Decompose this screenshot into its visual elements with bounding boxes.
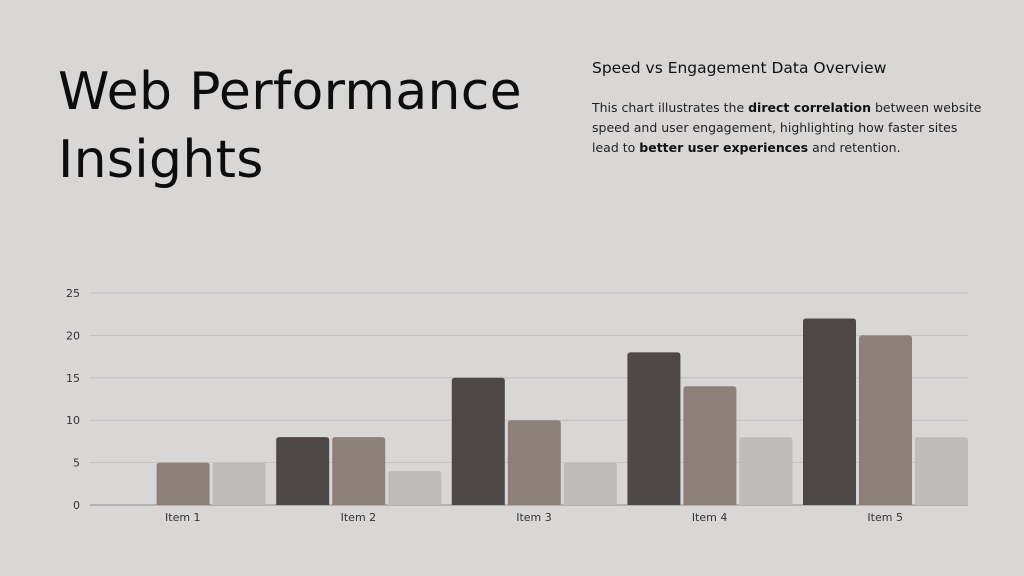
description-bold-1: direct correlation: [748, 100, 871, 115]
x-tick-label: Item 1: [165, 511, 201, 524]
page-title-line-1: Web Performance: [58, 62, 522, 122]
x-tick-label: Item 5: [867, 511, 903, 524]
description-text-3: and retention.: [808, 140, 901, 155]
bar-2-series-2: [332, 437, 386, 505]
y-tick-label: 25: [66, 287, 80, 300]
bar-3-series-2: [507, 420, 561, 505]
bar-3-series-1: [451, 377, 505, 505]
y-tick-label: 15: [66, 372, 80, 385]
bar-4-series-3: [739, 437, 793, 505]
description-text-2: between website speed and user engagemen…: [592, 100, 982, 155]
bar-2-series-1: [276, 437, 330, 505]
bar-5-series-2: [859, 335, 912, 505]
x-axis-ticks: Item 1 Item 2 Item 3 Item 4 Item 5: [165, 511, 903, 524]
y-axis-ticks: 0 5 10 15 20 25: [66, 287, 80, 512]
x-tick-label: Item 3: [516, 511, 552, 524]
x-tick-label: Item 2: [341, 511, 377, 524]
bar-3-series-3: [563, 462, 617, 505]
description-bold-2: better user experiences: [639, 140, 809, 155]
bar-5-series-3: [915, 437, 968, 505]
bar-4-series-2: [683, 386, 737, 505]
bars: [156, 318, 968, 505]
chart-description: This chart illustrates the direct correl…: [592, 98, 982, 158]
page-title: Web Performance Insights: [58, 58, 558, 194]
bar-4-series-1: [627, 352, 681, 505]
bar-5-series-1: [803, 318, 856, 505]
chart-subtitle: Speed vs Engagement Data Overview: [592, 59, 887, 77]
x-tick-label: Item 4: [692, 511, 728, 524]
y-tick-label: 20: [66, 329, 80, 342]
bar-1-series-3: [212, 462, 266, 505]
bar-1-series-2: [156, 462, 210, 505]
description-text-1: This chart illustrates the: [592, 100, 749, 115]
y-tick-label: 0: [73, 499, 80, 512]
y-tick-label: 10: [66, 414, 80, 427]
bar-2-series-3: [388, 471, 442, 505]
page-title-line-2: Insights: [58, 130, 264, 190]
y-tick-label: 5: [73, 457, 80, 470]
